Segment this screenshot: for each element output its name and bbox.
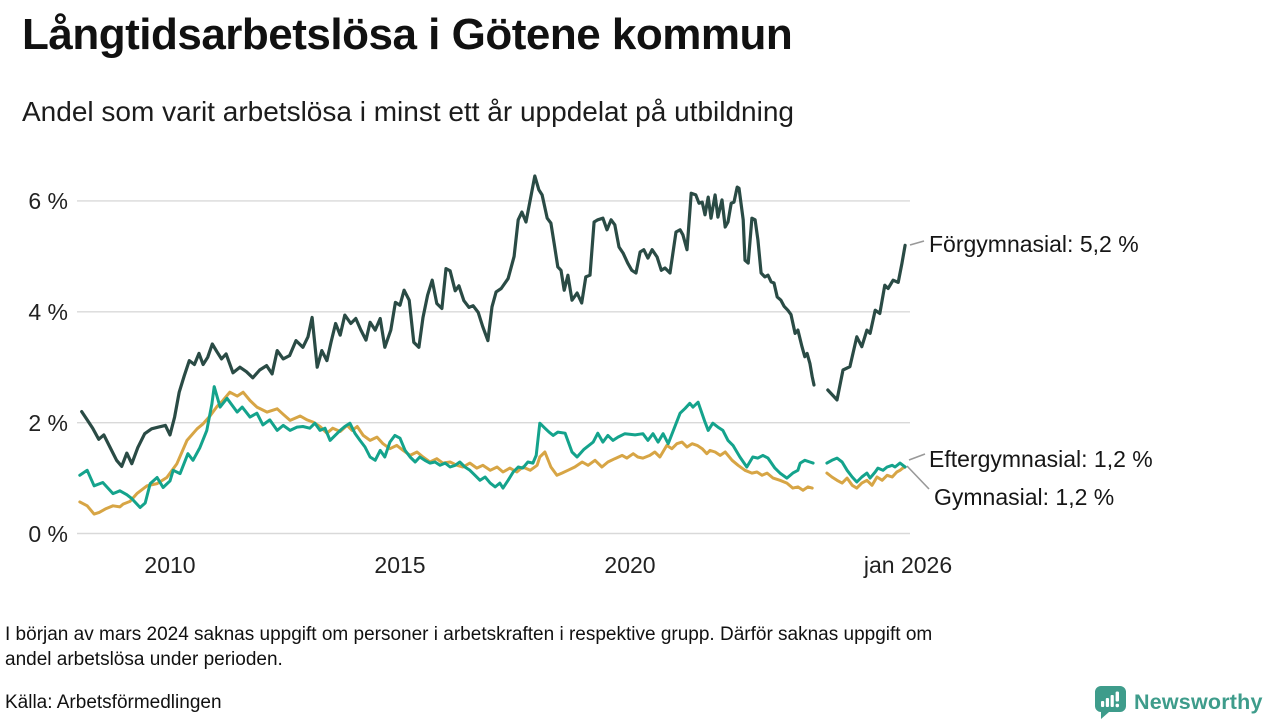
newsworthy-wordmark: Newsworthy: [1134, 689, 1263, 714]
series-label-eftergymnasial: Eftergymnasial: 1,2 %: [929, 446, 1153, 472]
x-axis-tick-2010: 2010: [144, 552, 196, 578]
page-subtitle: Andel som varit arbetslösa i minst ett å…: [22, 96, 794, 127]
leader-forgymnasial: [909, 240, 925, 246]
series-line-gymnasial: [78, 390, 907, 516]
source-credit: Källa: Arbetsförmedlingen: [5, 692, 222, 713]
leader-gymnasial: [906, 465, 930, 490]
newsworthy-logo-icon: [1095, 686, 1126, 719]
leader-eftergymnasial: [908, 453, 926, 461]
series-label-gymnasial: Gymnasial: 1,2 %: [934, 484, 1115, 510]
x-axis-tick-2020: 2020: [604, 552, 656, 578]
series-line-eftergymnasial: [78, 385, 907, 509]
y-axis-tick-2: 2 %: [28, 410, 68, 436]
y-axis-tick-4: 4 %: [28, 299, 68, 325]
y-axis-tick-6: 6 %: [28, 188, 68, 214]
x-axis-tick-2015: 2015: [374, 552, 426, 578]
y-axis-tick-0: 0 %: [28, 521, 68, 547]
footnote-line-1: I början av mars 2024 saknas uppgift om …: [5, 624, 933, 645]
footnote-line-2: andel arbetslösa under perioden.: [5, 649, 283, 670]
series-label-forgymnasial: Förgymnasial: 5,2 %: [929, 231, 1139, 257]
footnote: I början av mars 2024 saknas uppgift om …: [5, 622, 1265, 672]
newsworthy-brand: Newsworthy: [1094, 685, 1263, 719]
x-axis-tick-jan-2026: jan 2026: [863, 552, 953, 578]
page-title: Långtidsarbetslösa i Götene kommun: [22, 10, 793, 59]
series-line-förgymnasial: [80, 174, 907, 468]
